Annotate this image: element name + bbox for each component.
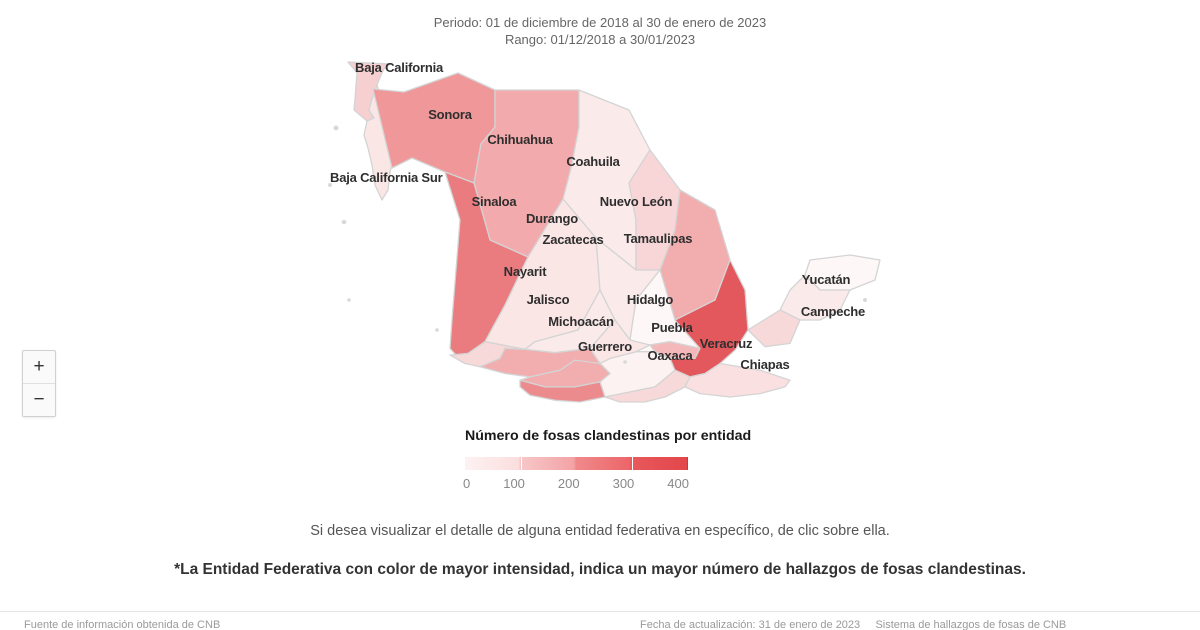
svg-text:Oaxaca: Oaxaca xyxy=(647,348,693,363)
svg-text:Guerrero: Guerrero xyxy=(578,339,632,354)
svg-text:Coahuila: Coahuila xyxy=(566,154,620,169)
svg-text:Veracruz: Veracruz xyxy=(700,336,753,351)
svg-text:Durango: Durango xyxy=(526,211,578,226)
svg-text:Sinaloa: Sinaloa xyxy=(472,194,518,209)
svg-text:Zacatecas: Zacatecas xyxy=(542,232,603,247)
svg-text:Puebla: Puebla xyxy=(651,320,693,335)
svg-text:Nayarit: Nayarit xyxy=(504,264,548,279)
svg-text:Jalisco: Jalisco xyxy=(527,292,570,307)
svg-text:Chiapas: Chiapas xyxy=(740,357,789,372)
svg-text:Hidalgo: Hidalgo xyxy=(627,292,674,307)
svg-text:Chihuahua: Chihuahua xyxy=(487,132,553,147)
svg-text:Sonora: Sonora xyxy=(428,107,473,122)
svg-text:Baja California: Baja California xyxy=(355,60,444,75)
svg-text:Baja California Sur: Baja California Sur xyxy=(330,170,443,185)
svg-text:Yucatán: Yucatán xyxy=(802,272,851,287)
svg-text:Tamaulipas: Tamaulipas xyxy=(624,231,693,246)
svg-text:Campeche: Campeche xyxy=(801,304,865,319)
svg-text:Michoacán: Michoacán xyxy=(548,314,614,329)
svg-text:Nuevo León: Nuevo León xyxy=(600,194,673,209)
